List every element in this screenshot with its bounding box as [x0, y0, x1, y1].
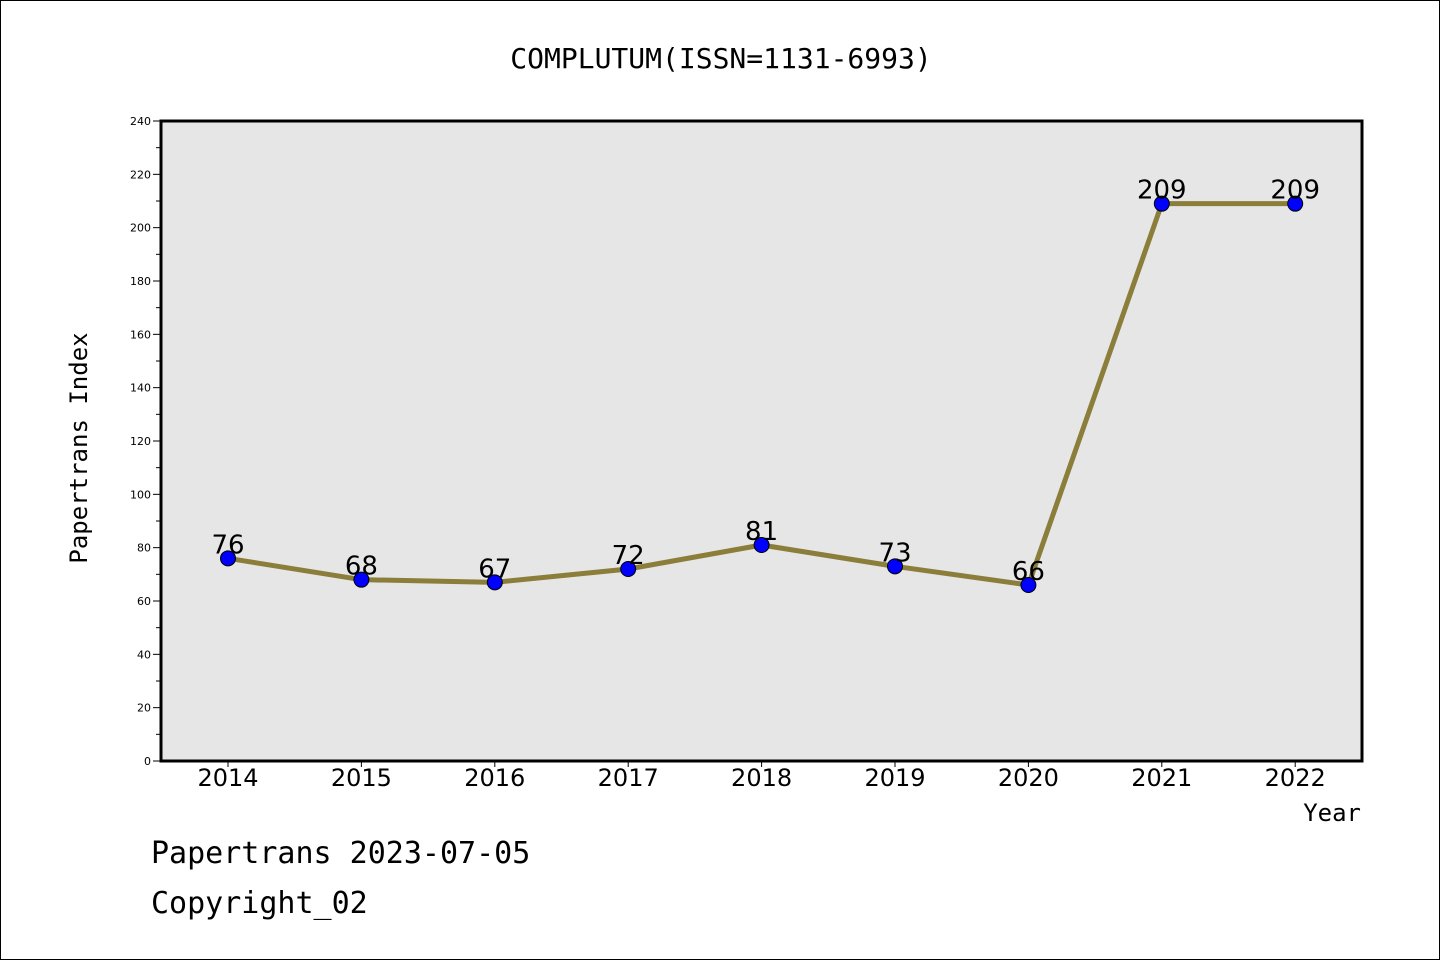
- x-tick-label: 2021: [1131, 764, 1192, 792]
- y-tick-label: 120: [130, 435, 151, 448]
- data-label: 81: [745, 517, 778, 547]
- data-point-marker: [353, 571, 370, 588]
- y-tick-label: 100: [130, 488, 151, 501]
- chart-title: COMPLUTUM(ISSN=1131-6993): [510, 42, 931, 75]
- data-label: 67: [478, 554, 511, 584]
- data-point-marker: [486, 574, 503, 591]
- y-tick-label: 140: [130, 382, 151, 395]
- data-label: 209: [1137, 176, 1187, 206]
- data-label: 68: [345, 552, 378, 582]
- footer-date-text: Papertrans 2023-07-05: [151, 836, 531, 871]
- x-tick-label: 2017: [598, 764, 659, 792]
- x-axis-label: Year: [1303, 799, 1361, 827]
- data-point-marker: [620, 561, 637, 577]
- x-tick-label: 2014: [197, 764, 258, 792]
- y-tick-label: 160: [130, 328, 151, 341]
- data-point-marker: [887, 558, 903, 575]
- y-tick-label: 220: [130, 168, 151, 181]
- x-tick-label: 2022: [1265, 764, 1326, 792]
- x-tick-label: 2016: [464, 764, 525, 792]
- data-label: 72: [612, 541, 645, 571]
- y-tick-label: 0: [144, 755, 151, 768]
- data-point-marker: [1153, 195, 1170, 212]
- y-tick-label: 20: [137, 702, 151, 715]
- x-tick-label: 2015: [331, 764, 392, 792]
- data-point-marker: [220, 550, 236, 567]
- y-tick-label: 200: [130, 222, 151, 235]
- y-axis: 0 20 40 60 80 100 120 140 160 180 200 220 240: [130, 115, 161, 768]
- data-point-marker: [1287, 195, 1304, 212]
- y-tick-label: 180: [130, 275, 151, 288]
- x-tick-label: 2019: [864, 764, 925, 792]
- x-axis: 2014 2015 2016 2017 2018 2019 2020 2021 2022: [197, 761, 1326, 792]
- data-label: 73: [878, 538, 911, 568]
- y-tick-label: 240: [130, 115, 151, 128]
- plot-area: [159, 119, 1364, 763]
- footer-copyright-text: Copyright_02: [151, 886, 368, 921]
- y-axis-label: Papertrans Index: [65, 332, 93, 563]
- y-tick-label: 80: [137, 542, 151, 555]
- data-label: 209: [1270, 176, 1320, 206]
- y-tick-label: 40: [137, 648, 151, 661]
- data-label: 66: [1012, 557, 1045, 587]
- x-tick-label: 2020: [998, 764, 1059, 792]
- y-tick-label: 60: [137, 595, 151, 608]
- x-tick-label: 2018: [731, 764, 792, 792]
- data-point-marker: [1020, 577, 1037, 593]
- data-label: 76: [211, 530, 244, 560]
- data-point-marker: [753, 537, 770, 553]
- series-layer: 76 68 67 72 81 73 66 209 209: [211, 176, 1320, 593]
